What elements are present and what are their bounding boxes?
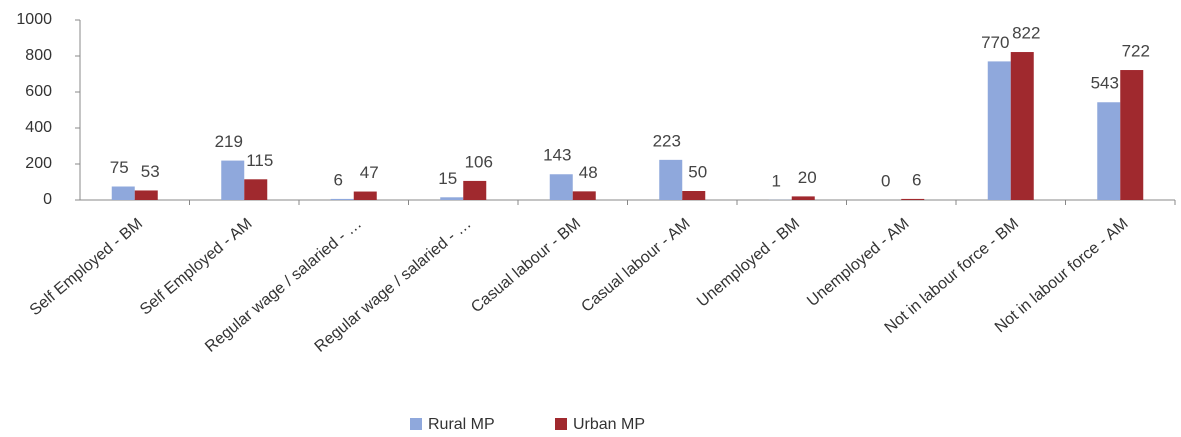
x-tick-label: Unemployed - BM	[694, 215, 803, 310]
bar	[330, 198, 354, 200]
bar	[572, 191, 596, 200]
value-label: 0	[881, 171, 890, 190]
legend-label: Urban MP	[573, 416, 645, 433]
bar	[659, 159, 683, 200]
bar	[987, 61, 1011, 201]
value-label: 15	[438, 169, 457, 188]
bar	[901, 198, 925, 200]
bar	[1097, 102, 1121, 200]
y-tick-label: 600	[25, 83, 52, 100]
x-tick-label: Casual labour - BM	[468, 215, 584, 316]
value-label: 770	[981, 33, 1009, 52]
value-label: 223	[653, 131, 681, 150]
x-tick-label: Casual labour - AM	[578, 215, 693, 315]
value-label: 822	[1012, 24, 1040, 43]
y-tick-label: 400	[25, 119, 52, 136]
value-label: 6	[912, 170, 921, 189]
value-label: 1	[772, 171, 781, 190]
value-label: 106	[465, 152, 493, 171]
value-label: 143	[543, 146, 571, 165]
value-label: 115	[246, 151, 273, 170]
bar	[111, 186, 135, 200]
value-label: 543	[1091, 74, 1119, 93]
y-tick-label: 0	[43, 191, 52, 208]
y-tick-label: 1000	[16, 11, 52, 28]
y-tick-label: 800	[25, 47, 52, 64]
bar	[463, 180, 487, 200]
bar	[1120, 70, 1144, 200]
value-label: 53	[141, 162, 160, 181]
x-tick-label: Self Employed - AM	[137, 215, 256, 318]
bar	[134, 190, 158, 200]
bar	[440, 197, 464, 200]
value-label: 219	[215, 132, 243, 151]
bar	[791, 196, 815, 200]
y-tick-label: 200	[25, 155, 52, 172]
bar	[221, 160, 245, 200]
x-tick-label: Unemployed - AM	[804, 215, 912, 310]
value-label: 20	[798, 168, 817, 187]
value-label: 47	[360, 163, 379, 182]
value-label: 50	[688, 162, 707, 181]
bar	[353, 191, 377, 200]
value-label: 48	[579, 163, 598, 182]
legend-swatch	[555, 418, 567, 430]
value-label: 6	[334, 170, 343, 189]
bar	[549, 174, 573, 200]
value-label: 75	[110, 158, 129, 177]
legend-label: Rural MP	[428, 416, 495, 433]
bar	[244, 179, 268, 200]
bar	[682, 191, 706, 200]
bar	[1010, 52, 1034, 200]
value-label: 722	[1122, 42, 1150, 61]
legend-swatch	[410, 418, 422, 430]
x-tick-label: Self Employed - BM	[27, 215, 146, 319]
